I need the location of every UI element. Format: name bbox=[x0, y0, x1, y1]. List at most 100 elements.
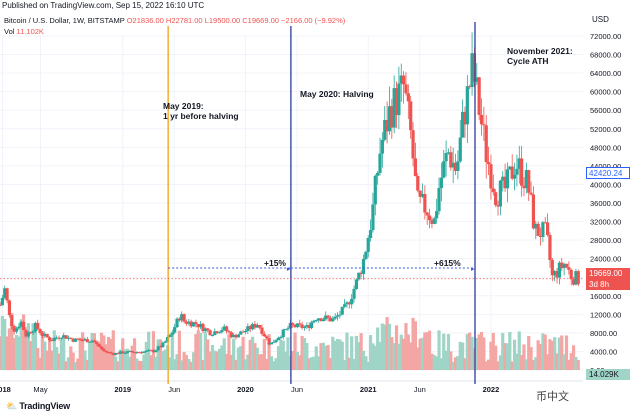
candle-body bbox=[203, 328, 207, 332]
low-value: L19500.00 bbox=[204, 16, 241, 25]
candle-body bbox=[262, 333, 266, 337]
candle-body bbox=[510, 166, 514, 179]
volume-bar bbox=[536, 340, 540, 370]
candle-body bbox=[142, 351, 146, 353]
candle-body bbox=[69, 337, 73, 339]
volume-bar bbox=[307, 358, 311, 370]
volume-bar bbox=[298, 355, 302, 370]
volume-bars bbox=[0, 312, 580, 370]
candle-body bbox=[206, 328, 210, 331]
candle-body bbox=[468, 86, 472, 88]
candle-body bbox=[305, 325, 309, 327]
volume-bar bbox=[423, 332, 427, 370]
candle-body bbox=[168, 334, 172, 337]
volume-bar bbox=[368, 335, 373, 370]
candle-body bbox=[31, 331, 35, 333]
candle-body bbox=[489, 164, 493, 189]
volume-bar bbox=[114, 356, 118, 370]
candle-body bbox=[548, 235, 552, 261]
price-tick-label: 52000.00 bbox=[590, 125, 621, 134]
volume-bar bbox=[175, 354, 179, 370]
volume-bar bbox=[81, 332, 85, 370]
volume-bar bbox=[45, 350, 49, 370]
level-arrow: ▸ bbox=[287, 266, 291, 273]
candle-body bbox=[536, 223, 540, 236]
tradingview-logo[interactable]: ⛅ TradingView bbox=[6, 401, 70, 411]
volume-bar bbox=[557, 337, 561, 370]
candle-body bbox=[397, 83, 401, 116]
volume-bar bbox=[524, 359, 528, 370]
candle-body bbox=[243, 331, 248, 333]
candle-body bbox=[508, 166, 512, 170]
candle-body bbox=[149, 350, 153, 352]
candle-body bbox=[189, 321, 193, 327]
volume-label: Vol bbox=[4, 27, 15, 36]
candle-body bbox=[324, 315, 328, 320]
volume-bar bbox=[137, 360, 141, 370]
candle-body bbox=[29, 332, 33, 334]
volume-bar bbox=[319, 343, 323, 370]
candle-body bbox=[104, 350, 108, 353]
time-tick-label: Jun bbox=[168, 385, 180, 394]
candle-body bbox=[22, 322, 26, 331]
candle-body bbox=[191, 322, 196, 327]
volume-bar bbox=[22, 314, 26, 370]
volume-bar bbox=[529, 347, 533, 370]
volume-bar bbox=[442, 333, 446, 370]
candle-body bbox=[399, 75, 403, 84]
ohlc-legend[interactable]: Bitcoin / U.S. Dollar, 1W, BITSTAMP O218… bbox=[4, 16, 345, 25]
volume-bar bbox=[52, 330, 56, 370]
candle-body bbox=[125, 351, 130, 353]
time-tick-label: Jun bbox=[291, 385, 303, 394]
candle-body bbox=[26, 332, 30, 337]
candle-body bbox=[43, 333, 47, 336]
open-value: O21836.00 bbox=[126, 16, 164, 25]
volume-bar bbox=[182, 352, 186, 370]
volume-bar bbox=[453, 357, 458, 370]
volume-bar bbox=[71, 352, 75, 370]
candle-body bbox=[78, 339, 82, 341]
volume-bar bbox=[562, 354, 566, 370]
volume-bar bbox=[479, 332, 484, 370]
candle-body bbox=[458, 137, 462, 162]
volume-bar bbox=[232, 338, 236, 370]
candle-body bbox=[85, 339, 89, 343]
candle-body bbox=[486, 162, 491, 165]
volume-bar bbox=[102, 335, 106, 370]
candle-body bbox=[182, 314, 186, 322]
candle-body bbox=[439, 177, 443, 189]
candle-body bbox=[19, 322, 23, 327]
candle-body bbox=[57, 337, 61, 339]
volume-bar bbox=[158, 339, 163, 370]
level-arrow: ▸ bbox=[471, 266, 475, 273]
volume-bar bbox=[59, 339, 63, 370]
volume-bar bbox=[399, 334, 403, 370]
candle-body bbox=[90, 340, 94, 342]
volume-bar bbox=[406, 334, 410, 370]
volume-bar bbox=[47, 338, 52, 370]
volume-bar bbox=[246, 354, 250, 370]
time-tick-label: 2020 bbox=[237, 385, 254, 394]
volume-bar bbox=[17, 336, 21, 370]
candle-body bbox=[482, 124, 486, 126]
candle-body bbox=[435, 211, 439, 219]
candle-body bbox=[163, 341, 167, 343]
volume-bar bbox=[522, 344, 526, 370]
candle-body bbox=[196, 324, 200, 328]
candle-body bbox=[373, 175, 377, 205]
candle-body bbox=[184, 321, 189, 324]
candle-body bbox=[494, 192, 498, 206]
volume-bar bbox=[281, 340, 285, 370]
volume-bar bbox=[36, 347, 40, 370]
volume-bar bbox=[376, 327, 380, 370]
high-value: H22781.00 bbox=[165, 16, 203, 25]
candle-body bbox=[331, 318, 335, 322]
volume-bar bbox=[359, 333, 363, 370]
volume-bar bbox=[267, 334, 271, 370]
candle-body bbox=[64, 335, 68, 339]
volume-bar bbox=[224, 353, 229, 370]
volume-bar bbox=[333, 340, 337, 370]
volume-bar bbox=[19, 319, 23, 370]
volume-legend[interactable]: Vol 11.102K bbox=[4, 27, 44, 36]
